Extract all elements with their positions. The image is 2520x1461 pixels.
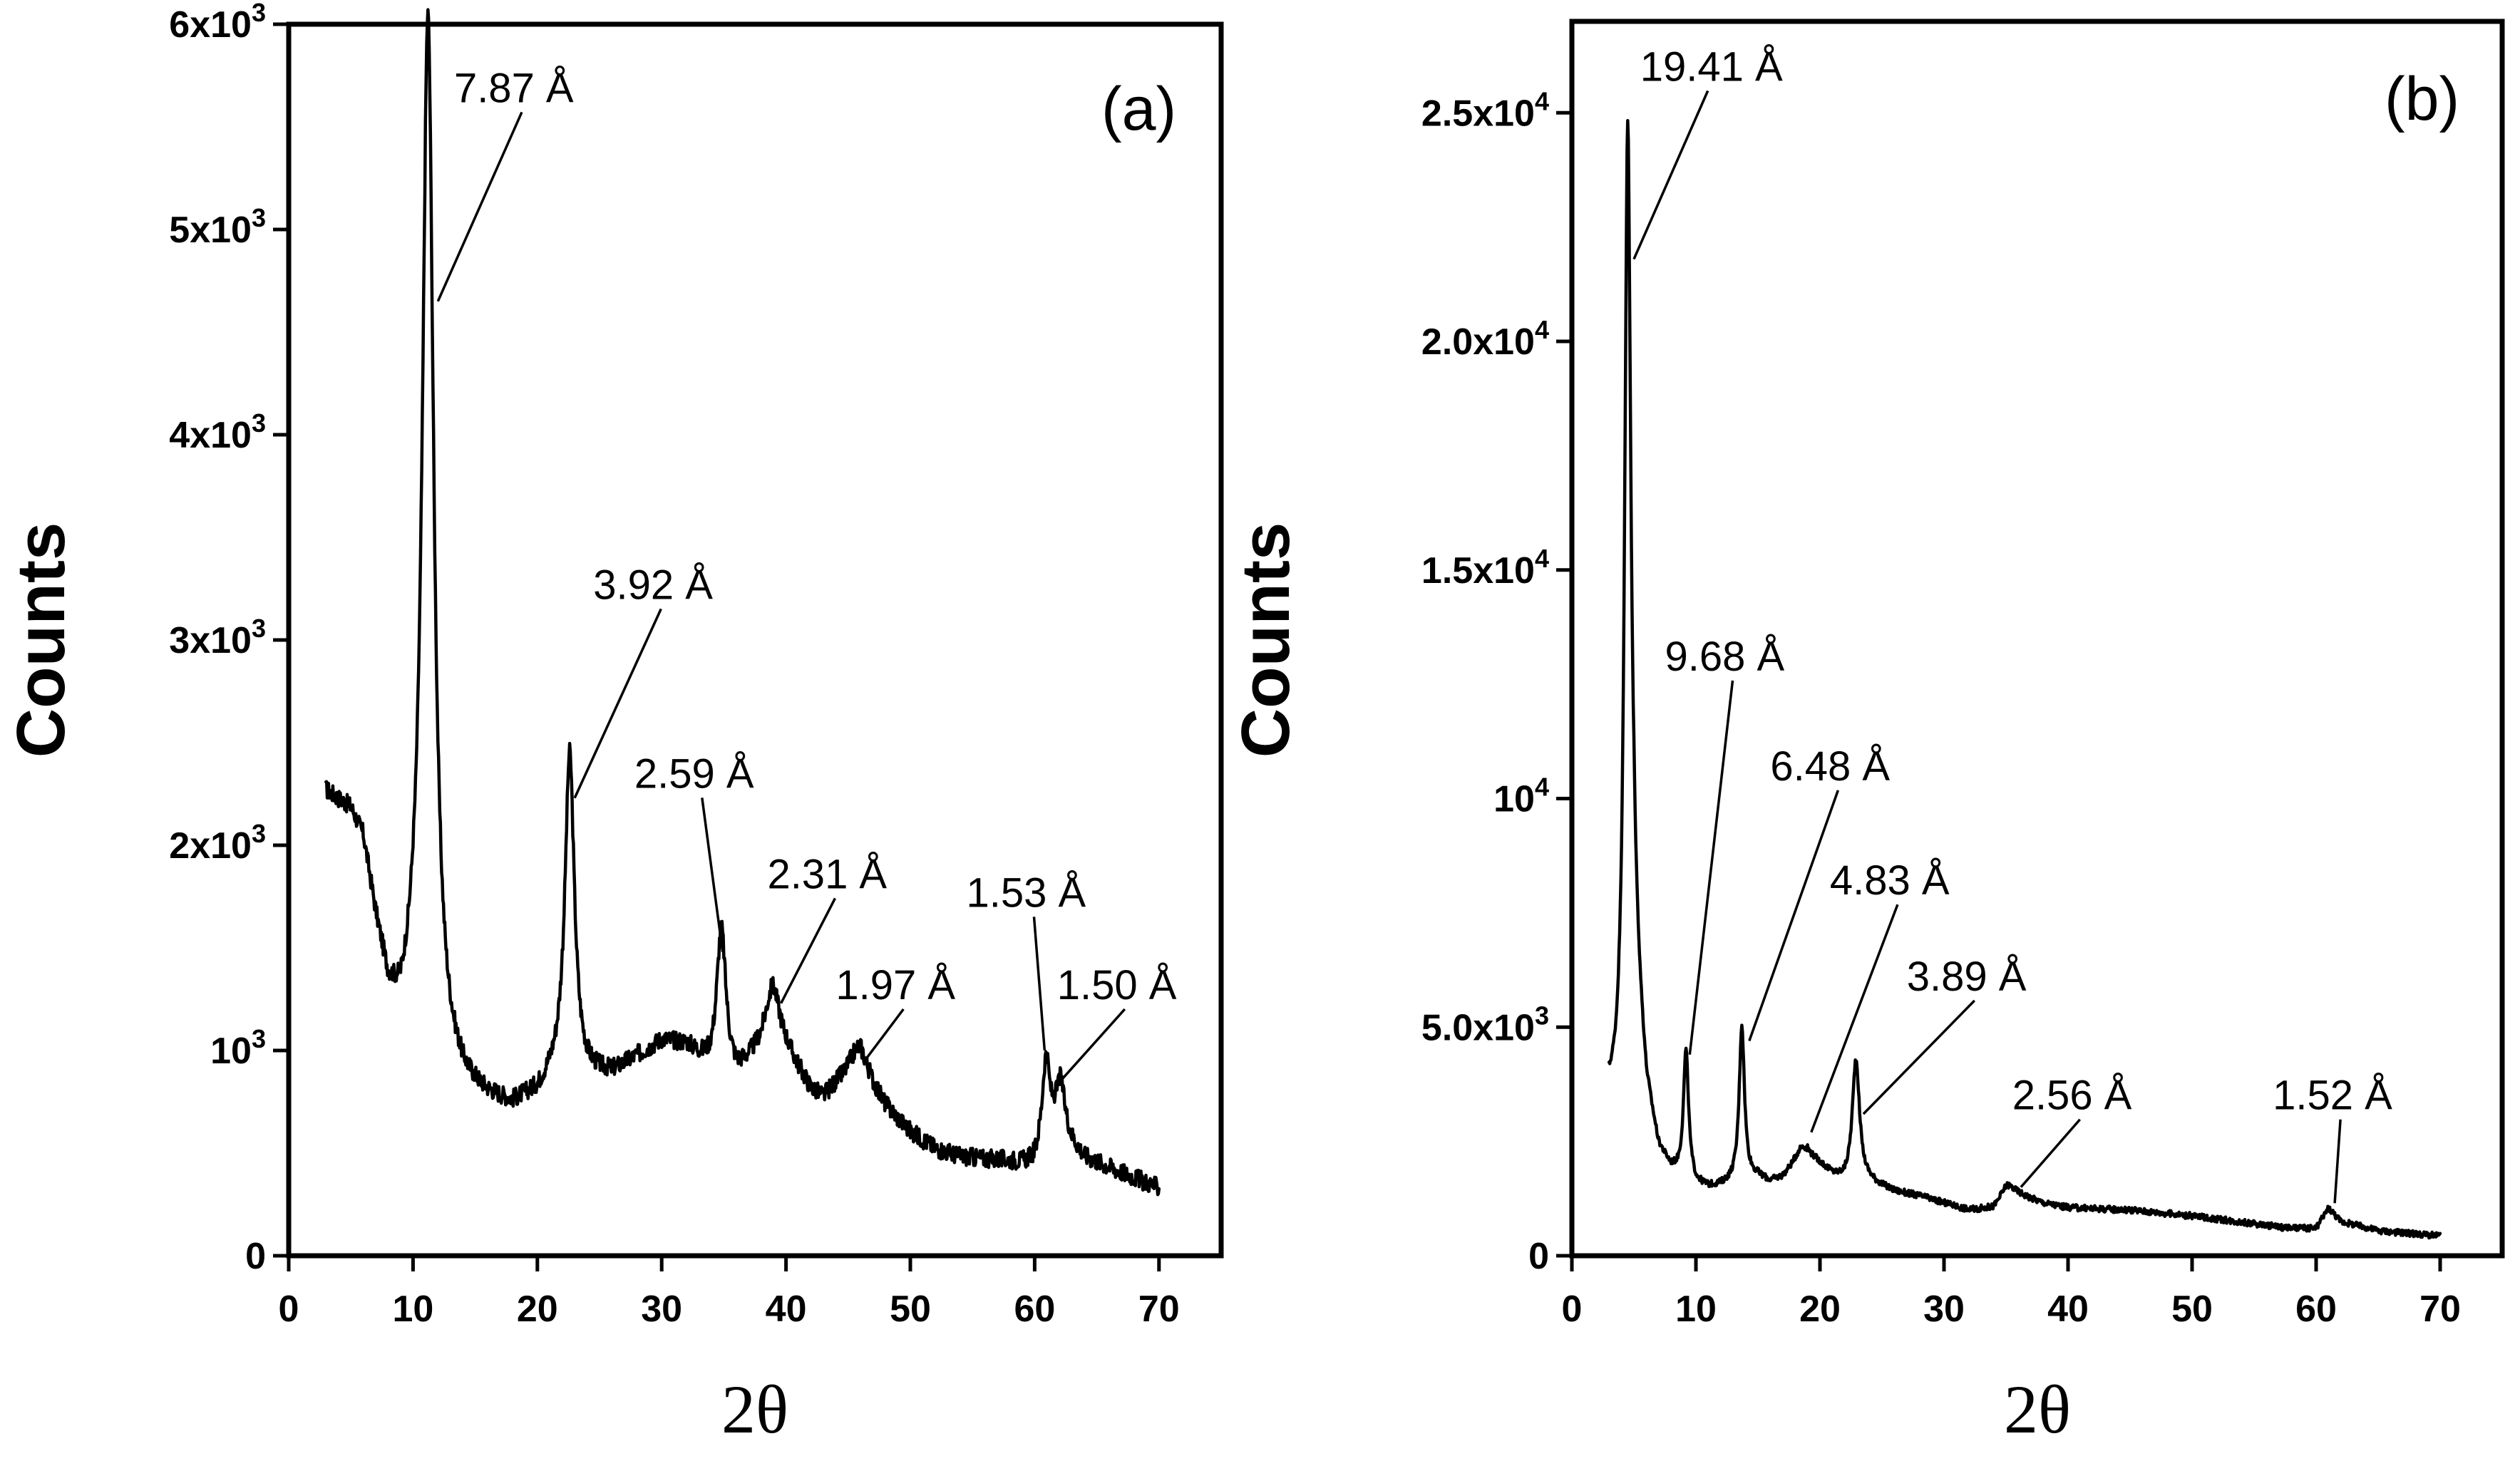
panel-a-y-tick-label: 5x103: [169, 203, 266, 251]
panel-b-y-tick-label: 104: [1493, 773, 1549, 820]
panel-a-diffraction-trace: [324, 8, 1161, 1197]
panel-b-x-tick-label: 40: [2047, 1289, 2089, 1330]
panel-a-peak-leader-line: [573, 608, 662, 799]
panel-b-x-tick-label: 70: [2419, 1289, 2461, 1330]
panel-b-x-tick-label: 10: [1675, 1289, 1717, 1330]
panel-b-peak-label: 2.56 Å: [2012, 1073, 2132, 1119]
panel-b-peak-label: 9.68 Å: [1665, 634, 1785, 680]
panel-b-y-tick-label: 5.0x103: [1421, 1001, 1549, 1048]
panel-a-x-tick-label: 20: [517, 1289, 558, 1330]
panel-a-peak-label: 1.97 Å: [835, 962, 955, 1008]
panel-b-label: (b): [2385, 65, 2459, 133]
panel-b-peak-leader-line: [1810, 904, 1899, 1133]
panel-a-x-tick-label: 70: [1138, 1289, 1180, 1330]
panel-b-peak-label: 19.41 Å: [1640, 43, 1783, 90]
panel-b-x-tick-label: 20: [1799, 1289, 1841, 1330]
panel-a-x-tick-label: 10: [392, 1289, 433, 1330]
panel-a-peak-leader-line: [862, 1008, 905, 1064]
panel-b-y-tick-label: 1.5x104: [1421, 544, 1549, 592]
panel-a-x-tick-label: 30: [641, 1289, 682, 1330]
panel-b-peak-label: 1.52 Å: [2273, 1073, 2392, 1119]
panel-b-x-tick-label: 60: [2295, 1289, 2337, 1330]
panel-a-y-tick-label: 6x103: [169, 0, 266, 46]
panel-b-peak-label: 4.83 Å: [1830, 857, 1950, 904]
panel-a-y-tick-label: 2x103: [169, 819, 266, 867]
panel-a-x-tick-label: 0: [279, 1289, 299, 1330]
panel-b-peak-leader-line: [2020, 1118, 2082, 1188]
panel-b-peak-leader-line: [1632, 90, 1709, 260]
panel-b-y-tick-label: 2.0x104: [1421, 315, 1549, 363]
panel-b-peak-leader-line: [1748, 790, 1840, 1042]
panel-b-peak-label: 6.48 Å: [1770, 743, 1890, 790]
panel-a-peak-label: 7.87 Å: [454, 65, 574, 111]
panel-a-peak-leader-line: [1061, 1008, 1126, 1080]
panel-b-peak-leader-line: [1688, 680, 1734, 1055]
panel-a-ticks: [273, 22, 1161, 1271]
panel-a-peak-label: 2.59 Å: [634, 750, 754, 797]
panel-b-peak-leader-line: [2333, 1119, 2342, 1204]
panel-a-y-tick-label: 4x103: [169, 408, 266, 456]
panel-a: 0 103 2x103 3x103 4x103 5x103 6x103 0 10 20 30 40 5…: [3, 0, 1224, 1447]
panel-a-y-tick-label: 103: [210, 1024, 266, 1072]
panel-a-x-tick-label: 60: [1014, 1289, 1055, 1330]
panel-a-y-axis-label: Counts: [3, 522, 79, 758]
panel-a-peak-label: 1.53 Å: [966, 869, 1086, 916]
panel-a-x-tick-labels: 0 10 20 30 40 50 60 70: [279, 1289, 1180, 1330]
panel-a-peak-label: 2.31 Å: [767, 851, 887, 897]
panel-b: 0 5.0x103 104 1.5x104 2.0x104 2.5x104 0 10 20 30…: [1228, 19, 2505, 1447]
panel-a-x-tick-label: 40: [766, 1289, 807, 1330]
panel-a-y-tick-label: 3x103: [169, 614, 266, 661]
panel-a-peak-leader-line: [780, 897, 836, 1004]
panel-b-frame: [1569, 19, 2505, 1259]
panel-b-ticks: [1556, 110, 2442, 1271]
panel-b-peak-leader-line: [1862, 999, 1976, 1115]
panel-b-y-tick-label: 0: [1528, 1236, 1549, 1277]
panel-a-peak-label: 3.92 Å: [593, 562, 713, 608]
panel-b-x-axis-label: 2θ: [2004, 1371, 2071, 1447]
panel-b-diffraction-trace: [1607, 118, 2442, 1240]
panel-a-peak-label: 1.50 Å: [1057, 962, 1177, 1008]
panel-a-x-tick-label: 50: [890, 1289, 931, 1330]
panel-b-x-tick-label: 50: [2171, 1289, 2213, 1330]
panel-b-x-tick-labels: 0 10 20 30 40 50 60 70: [1562, 1289, 2461, 1330]
panel-a-y-tick-label: 0: [245, 1236, 266, 1277]
panel-a-y-tick-labels: 0 103 2x103 3x103 4x103 5x103 6x103: [169, 0, 266, 1277]
panel-a-peak-leader-line: [436, 111, 523, 302]
panel-b-x-tick-label: 30: [1923, 1289, 1965, 1330]
panel-a-frame: [286, 21, 1224, 1259]
panel-b-y-tick-labels: 0 5.0x103 104 1.5x104 2.0x104 2.5x104: [1421, 86, 1549, 1277]
panel-a-x-axis-label: 2θ: [721, 1371, 788, 1447]
panel-b-y-tick-label: 2.5x104: [1421, 86, 1549, 134]
panel-b-annotations: 19.41 Å 9.68 Å 6.48 Å 4.83 Å 3.89 Å 2.56 Å 1.5…: [1632, 43, 2392, 1204]
panel-b-x-tick-label: 0: [1562, 1289, 1583, 1330]
panel-b-y-axis-label: Counts: [1228, 522, 1304, 758]
panel-b-peak-label: 3.89 Å: [1907, 954, 2027, 1000]
panel-a-peak-leader-line: [701, 797, 724, 952]
panel-a-annotations: 7.87 Å 3.92 Å 2.59 Å 2.31 Å 1.97 Å1.53 Å 1.50…: [436, 65, 1177, 1080]
panel-a-peak-leader-line: [1032, 917, 1046, 1051]
panel-a-label: (a): [1101, 75, 1176, 143]
